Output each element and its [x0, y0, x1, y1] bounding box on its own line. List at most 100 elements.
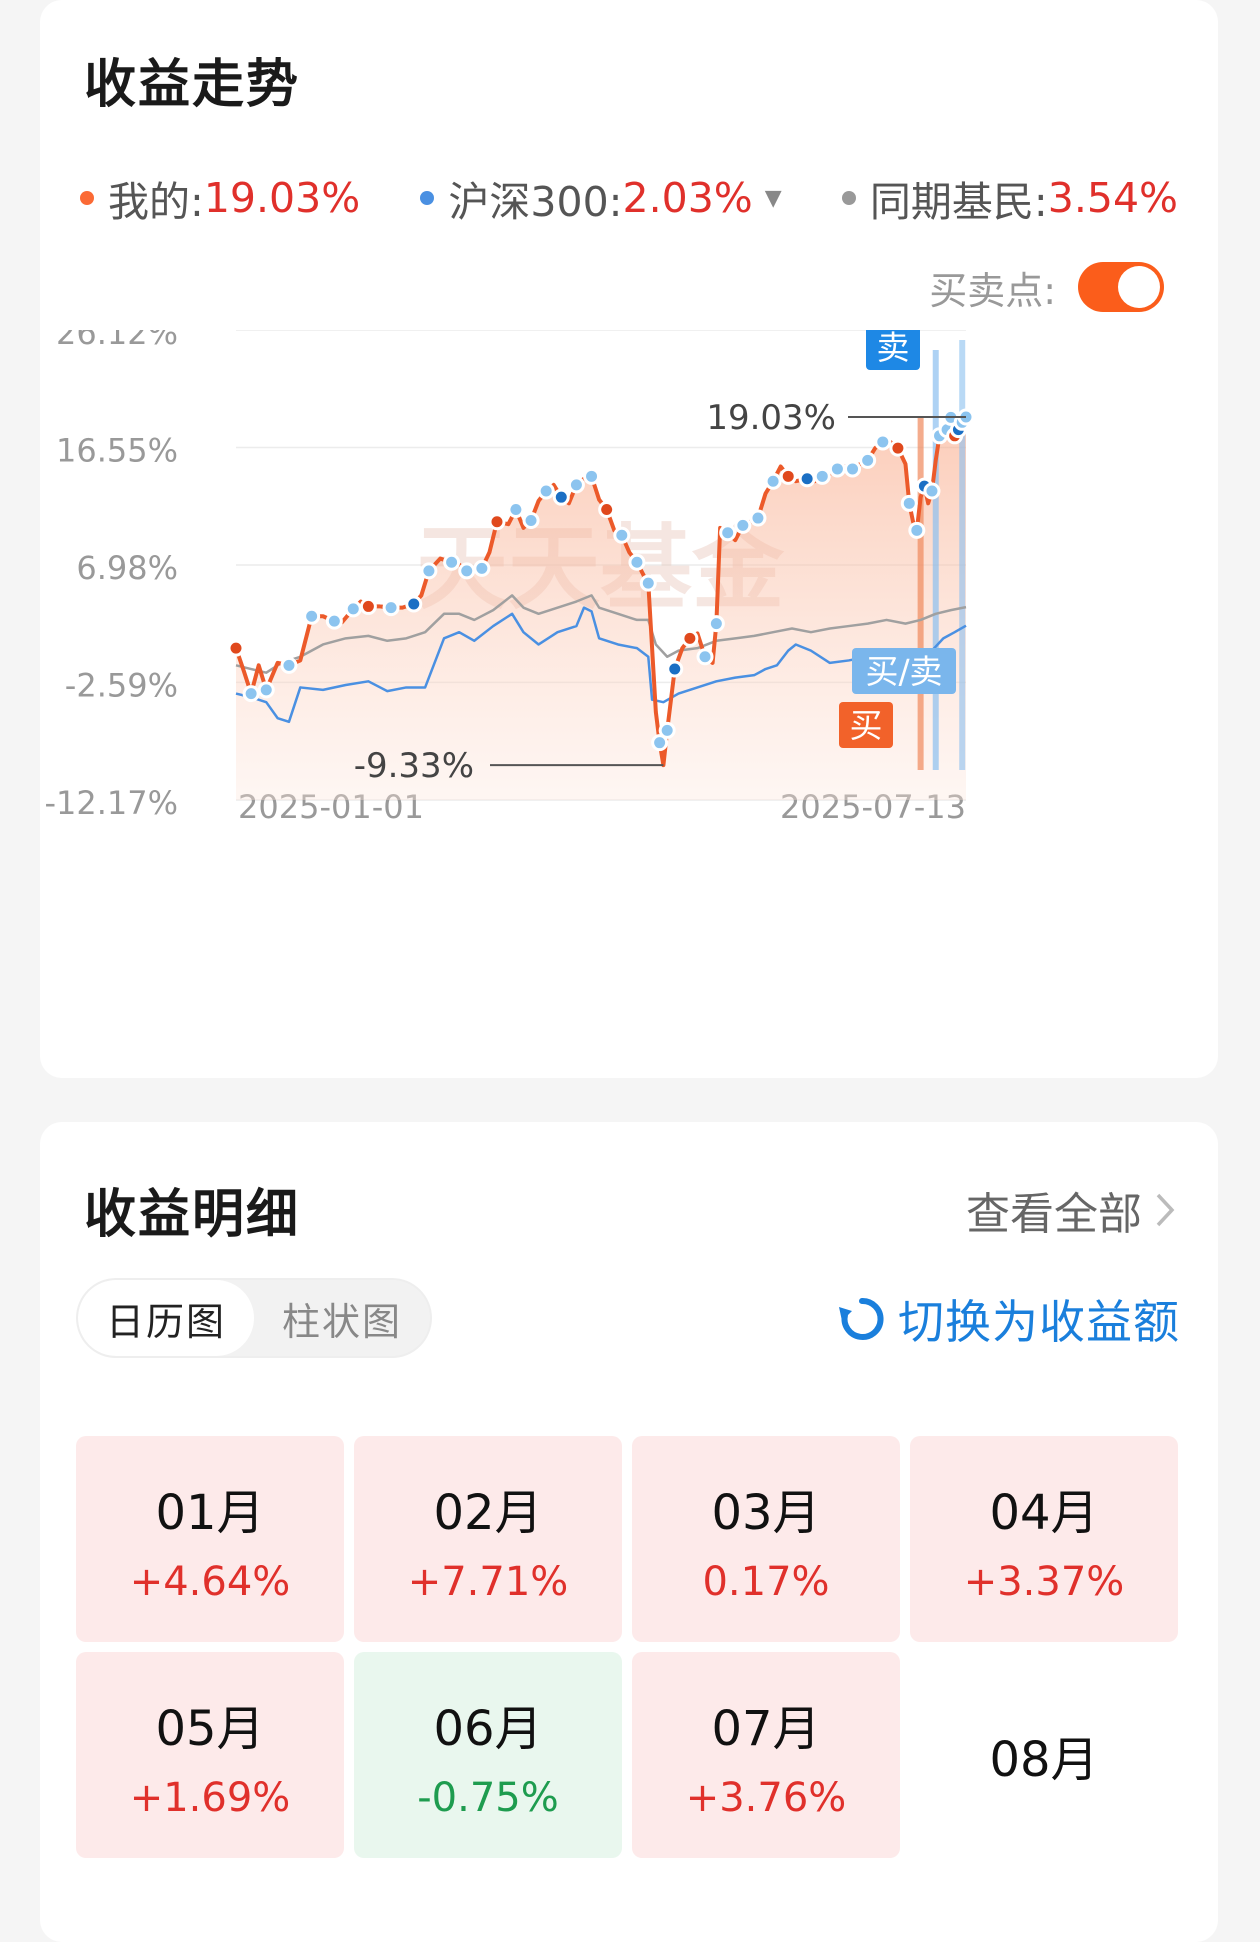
trade-point [552, 488, 570, 506]
trade-point [639, 574, 657, 592]
month-return: +3.37% [963, 1559, 1125, 1605]
refresh-icon [839, 1297, 884, 1340]
month-cell[interactable]: 03月 0.17% [632, 1436, 900, 1642]
trade-point [257, 681, 275, 699]
tab-bar-chart[interactable]: 柱状图 [281, 1299, 402, 1344]
trade-point [488, 513, 506, 531]
trade-point [874, 433, 892, 451]
buy-sell-badge-bg [852, 648, 956, 694]
trade-point [828, 460, 846, 478]
trade-point [628, 553, 646, 571]
min-value-label: -9.33% [354, 746, 474, 786]
detail-card: 收益明细 查看全部 日历图 柱状图 切换为收益额 01月 +4.64% 02月 +7.… [40, 1122, 1218, 1942]
sell-badge-bg [866, 330, 920, 370]
month-return: +1.69% [129, 1775, 291, 1821]
legend-dot-peers [841, 191, 856, 205]
legend-hs300[interactable]: 沪深300: 2.03% ▼ [420, 168, 782, 228]
month-return: 0.17% [702, 1559, 830, 1605]
month-return: -0.75% [417, 1775, 559, 1821]
trade-point [889, 439, 907, 457]
detail-title: 收益明细 [84, 1185, 301, 1245]
chart-legend: 我的: 19.03% 沪深300: 2.03% ▼ 同期基民: 3.54% [80, 168, 1178, 228]
y-tick-label: -12.17% [44, 784, 178, 822]
trade-point [734, 516, 752, 534]
month-cell[interactable]: 01月 +4.64% [76, 1436, 344, 1642]
legend-value-peers: 3.54% [1047, 174, 1178, 222]
buy-sell-toggle[interactable] [1078, 262, 1164, 312]
view-all-label: 查看全部 [966, 1189, 1142, 1240]
legend-dot-mine [80, 191, 94, 205]
trade-point [681, 629, 699, 647]
trade-point [567, 476, 585, 494]
switch-to-amount-button[interactable]: 切换为收益额 [836, 1286, 1180, 1352]
month-cell[interactable]: 07月 +3.76% [632, 1652, 900, 1858]
trade-point [779, 467, 797, 485]
chevron-right-icon [1156, 1193, 1175, 1227]
trade-point [325, 612, 343, 630]
month-cell[interactable]: 06月 -0.75% [354, 1652, 622, 1858]
toggle-knob [1118, 266, 1160, 308]
month-label: 01月 [155, 1485, 265, 1541]
trade-point [280, 656, 298, 674]
month-cell[interactable]: 08月 [910, 1652, 1178, 1858]
sell-badge: 卖 [877, 330, 910, 367]
month-return: +3.76% [685, 1775, 847, 1821]
view-tabs: 日历图 柱状图 [78, 1280, 430, 1356]
trade-point [696, 648, 714, 666]
legend-label-hs300: 沪深300: [448, 178, 623, 226]
trade-point [764, 472, 782, 490]
y-tick-label: 6.98% [76, 549, 178, 587]
month-return: +4.64% [129, 1559, 291, 1605]
trade-point [813, 467, 831, 485]
trade-point [900, 494, 918, 512]
trade-point [473, 559, 491, 577]
trade-point [598, 500, 616, 518]
trade-point [658, 721, 676, 739]
legend-value-hs300: 2.03% [622, 174, 753, 222]
trade-point [908, 521, 926, 539]
buy-badge-bg [839, 702, 893, 748]
return-trend-chart[interactable]: 26.12%16.55%6.98%-2.59%-12.17% 2025-01-01… [40, 330, 1218, 1030]
trend-title: 收益走势 [84, 55, 301, 115]
legend-label-peers: 同期基民: [869, 178, 1048, 226]
month-label: 05月 [155, 1701, 265, 1757]
trade-point [923, 482, 941, 500]
buy-sell-badge: 买/卖 [865, 652, 942, 691]
trade-point [303, 607, 321, 625]
dropdown-caret-icon[interactable]: ▼ [764, 185, 782, 211]
month-label: 08月 [989, 1732, 1099, 1788]
view-all-link[interactable]: 查看全部 [966, 1178, 1178, 1242]
month-calendar-grid: 01月 +4.64% 02月 +7.71% 03月 0.17% 04月 +3.37% 05月 +1… [76, 1436, 1186, 1858]
tab-calendar[interactable]: 日历图 [78, 1280, 254, 1356]
trade-point [749, 509, 767, 527]
trade-point [458, 562, 476, 580]
trade-point [859, 451, 877, 469]
legend-dot-hs300 [420, 191, 435, 205]
trade-point [522, 512, 540, 530]
trade-point [537, 482, 555, 500]
month-label: 07月 [711, 1701, 821, 1757]
y-tick-label: 26.12% [56, 330, 178, 352]
legend-peers[interactable]: 同期基民: 3.54% [841, 168, 1178, 228]
trade-point [382, 599, 400, 617]
month-cell[interactable]: 04月 +3.37% [910, 1436, 1178, 1642]
trade-point [359, 597, 377, 615]
month-label: 02月 [433, 1485, 543, 1541]
legend-mine[interactable]: 我的: 19.03% [80, 168, 360, 228]
y-tick-label: -2.59% [65, 666, 178, 704]
trade-point [344, 600, 362, 618]
trade-point [719, 524, 737, 542]
trade-point [242, 685, 260, 703]
month-cell[interactable]: 05月 +1.69% [76, 1652, 344, 1858]
trade-point [227, 639, 245, 657]
month-cell[interactable]: 02月 +7.71% [354, 1436, 622, 1642]
trade-point [507, 500, 525, 518]
trade-point [443, 553, 461, 571]
legend-label-mine: 我的: [108, 178, 204, 226]
switch-label: 切换为收益额 [898, 1295, 1180, 1349]
trade-point [844, 460, 862, 478]
trade-point [420, 562, 438, 580]
month-label: 04月 [989, 1485, 1099, 1541]
trade-point [405, 595, 423, 613]
peer-return-line [235, 594, 967, 674]
